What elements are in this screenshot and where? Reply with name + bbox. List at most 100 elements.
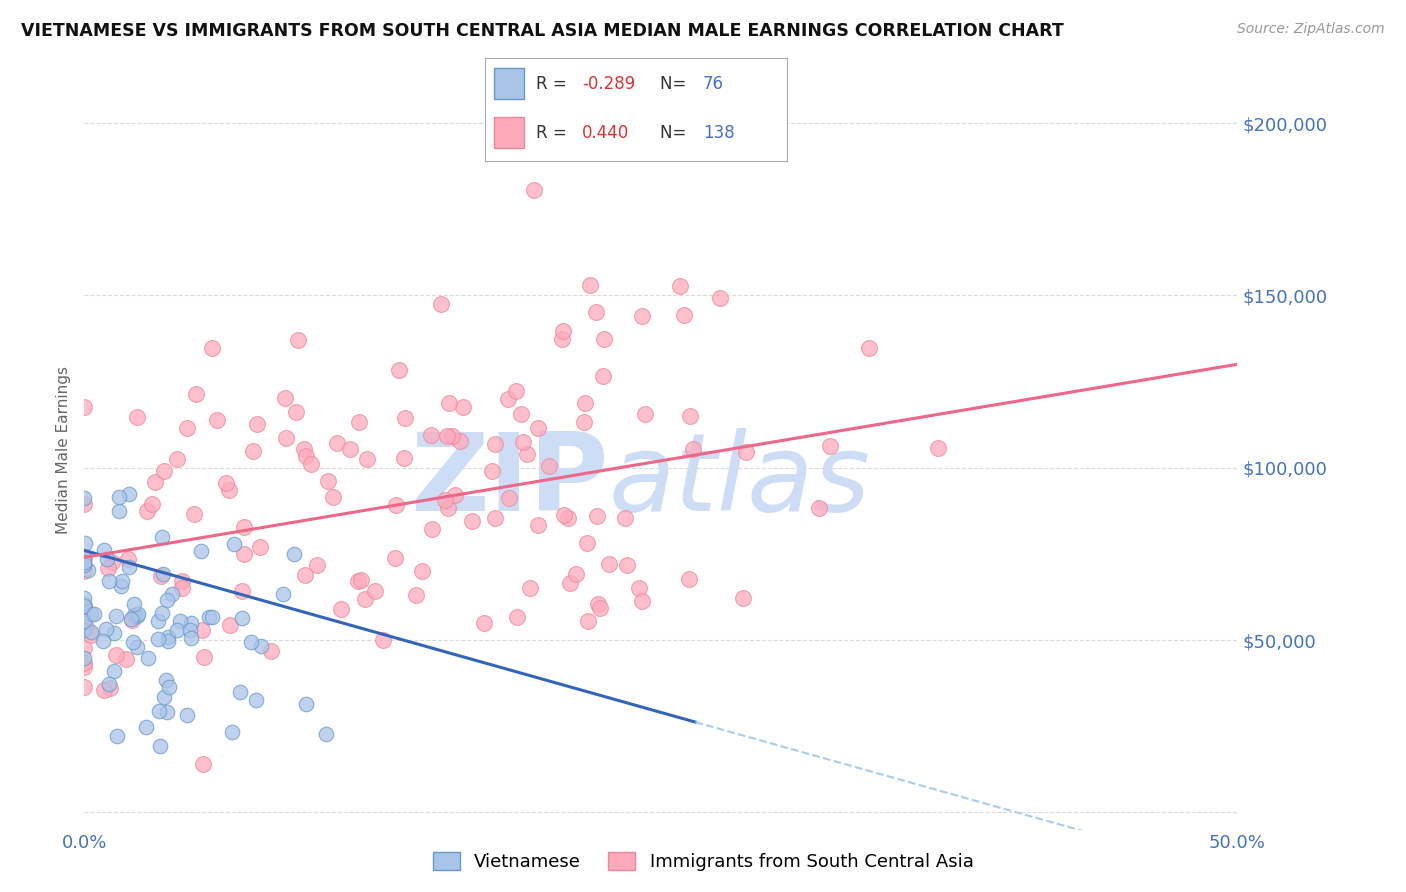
Point: [239, 634, 262, 648]
Point: [419, 428, 441, 442]
Point: [180, 631, 202, 645]
Point: [709, 291, 731, 305]
Point: [73, 558, 96, 572]
Point: [221, 725, 243, 739]
Point: [273, 392, 295, 406]
Point: [156, 593, 179, 607]
Point: [505, 610, 527, 624]
Point: [97, 561, 120, 575]
Point: [537, 458, 560, 473]
Point: [73, 599, 96, 614]
Point: [166, 623, 188, 637]
Point: [122, 607, 145, 622]
Point: [558, 575, 581, 590]
Point: [339, 442, 361, 457]
Point: [179, 624, 201, 638]
Point: [98, 574, 121, 589]
Point: [73, 597, 96, 611]
Point: [73, 555, 96, 569]
Point: [224, 537, 246, 551]
Point: [110, 579, 132, 593]
Point: [73, 564, 96, 578]
Point: [231, 584, 253, 599]
Point: [201, 610, 224, 624]
Text: atlas: atlas: [609, 428, 870, 533]
Point: [100, 555, 122, 569]
Point: [373, 632, 395, 647]
Text: 138: 138: [703, 124, 734, 142]
Point: [73, 680, 96, 694]
Point: [191, 756, 214, 771]
Point: [172, 574, 194, 589]
Point: [472, 615, 495, 630]
Point: [191, 623, 214, 637]
Point: [449, 434, 471, 449]
Point: [73, 491, 96, 506]
Point: [592, 369, 614, 384]
Point: [176, 421, 198, 435]
Point: [105, 729, 128, 743]
Point: [73, 599, 96, 613]
Point: [122, 635, 145, 649]
Point: [186, 386, 208, 401]
Point: [156, 630, 179, 644]
Point: [384, 499, 406, 513]
Point: [292, 442, 315, 457]
Point: [183, 507, 205, 521]
Point: [353, 592, 375, 607]
Point: [484, 437, 506, 451]
Text: R =: R =: [537, 75, 572, 93]
Point: [498, 491, 520, 505]
Point: [114, 652, 136, 666]
Point: [592, 332, 614, 346]
Point: [586, 509, 609, 524]
Point: [120, 612, 142, 626]
Point: [384, 551, 406, 566]
Point: [631, 593, 654, 607]
Point: [516, 447, 538, 461]
Point: [565, 566, 588, 581]
Point: [350, 573, 373, 587]
Point: [105, 608, 128, 623]
Point: [927, 441, 949, 455]
Point: [176, 708, 198, 723]
Point: [96, 552, 118, 566]
Point: [271, 587, 294, 601]
Point: [678, 572, 700, 586]
Point: [578, 278, 600, 293]
Point: [627, 581, 650, 595]
Point: [141, 497, 163, 511]
Point: [73, 497, 96, 511]
Point: [197, 609, 219, 624]
Point: [218, 617, 240, 632]
Point: [295, 449, 318, 463]
Text: Source: ZipAtlas.com: Source: ZipAtlas.com: [1237, 22, 1385, 37]
Point: [218, 483, 240, 498]
Bar: [494, 118, 524, 148]
Point: [190, 544, 212, 558]
Point: [232, 547, 254, 561]
Point: [138, 650, 160, 665]
Point: [295, 697, 318, 711]
Point: [122, 597, 145, 611]
Point: [73, 615, 96, 629]
Point: [356, 452, 378, 467]
Point: [818, 439, 841, 453]
Point: [127, 607, 149, 622]
Point: [572, 415, 595, 429]
Point: [364, 584, 387, 599]
Point: [149, 739, 172, 753]
Point: [347, 415, 370, 429]
Point: [170, 581, 193, 595]
Point: [146, 614, 169, 628]
Point: [152, 566, 174, 581]
Point: [156, 705, 179, 719]
Point: [91, 634, 114, 648]
Point: [433, 492, 456, 507]
Point: [156, 634, 179, 648]
Text: -0.289: -0.289: [582, 75, 636, 93]
Point: [103, 626, 125, 640]
Legend: Vietnamese, Immigrants from South Central Asia: Vietnamese, Immigrants from South Centra…: [426, 845, 980, 879]
Point: [634, 407, 657, 421]
Text: R =: R =: [537, 124, 578, 142]
